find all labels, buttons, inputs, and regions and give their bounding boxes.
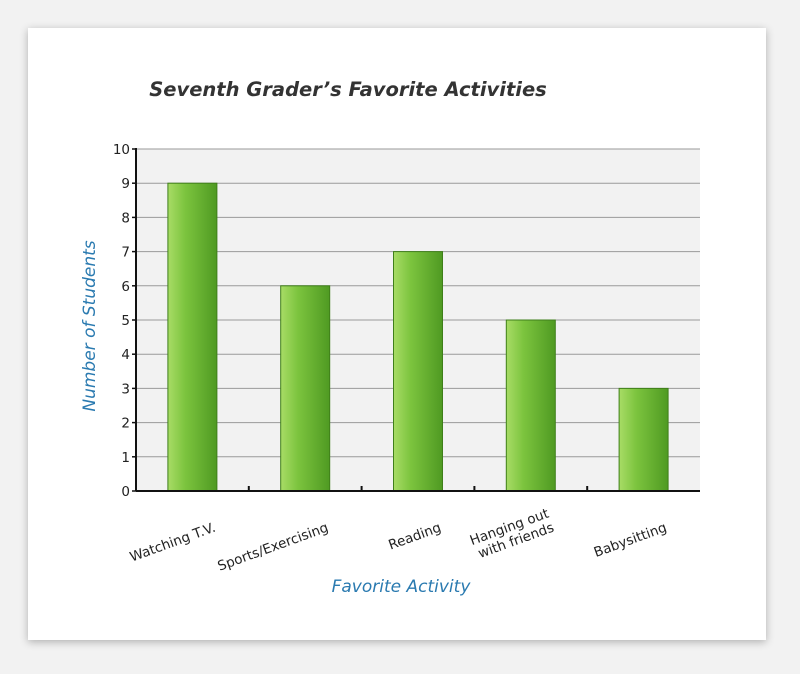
x-tick-label: Reading [386,520,443,554]
y-tick-label: 4 [121,347,130,363]
chart-title: Seventh Grader’s Favorite Activities [149,78,547,101]
bar [618,387,669,492]
x-tick-label: Babysitting [592,520,669,561]
bar-chart: 0 1 2 3 4 5 6 7 8 9 10 Watching T.V.Sports/Exercis… [80,78,700,597]
y-tick-label: 0 [121,484,130,500]
y-tick-label: 7 [121,245,130,261]
y-tick-labels: 0 1 2 3 4 5 6 7 8 9 10 [113,142,130,500]
bars [167,182,669,492]
x-axis-title: Favorite Activity [332,577,472,597]
axes [132,148,700,492]
y-tick-label: 10 [113,142,130,158]
y-tick-label: 5 [121,313,130,329]
chart-card: 0 1 2 3 4 5 6 7 8 9 10 Watching T.V. Sports/Exercis… [28,28,766,640]
y-tick-label: 8 [121,210,130,226]
x-tick-label: Sports/Exercising [216,520,331,575]
y-tick-label: 2 [121,416,130,432]
x-tick-label: Hanging outwith friends [468,506,556,563]
y-tick-label: 9 [121,176,130,192]
y-axis-title: Number of Students [80,240,100,411]
bar [167,182,218,492]
bar [393,251,443,492]
bar [280,285,331,492]
y-tick-label: 6 [121,279,130,295]
x-category-labels: Watching T.V.Sports/Exercising Reading Han… [128,506,669,575]
bar [505,319,556,492]
y-tick-label: 3 [121,381,130,397]
y-tick-label: 1 [121,450,130,466]
x-tick-label: Watching T.V. [128,520,218,566]
